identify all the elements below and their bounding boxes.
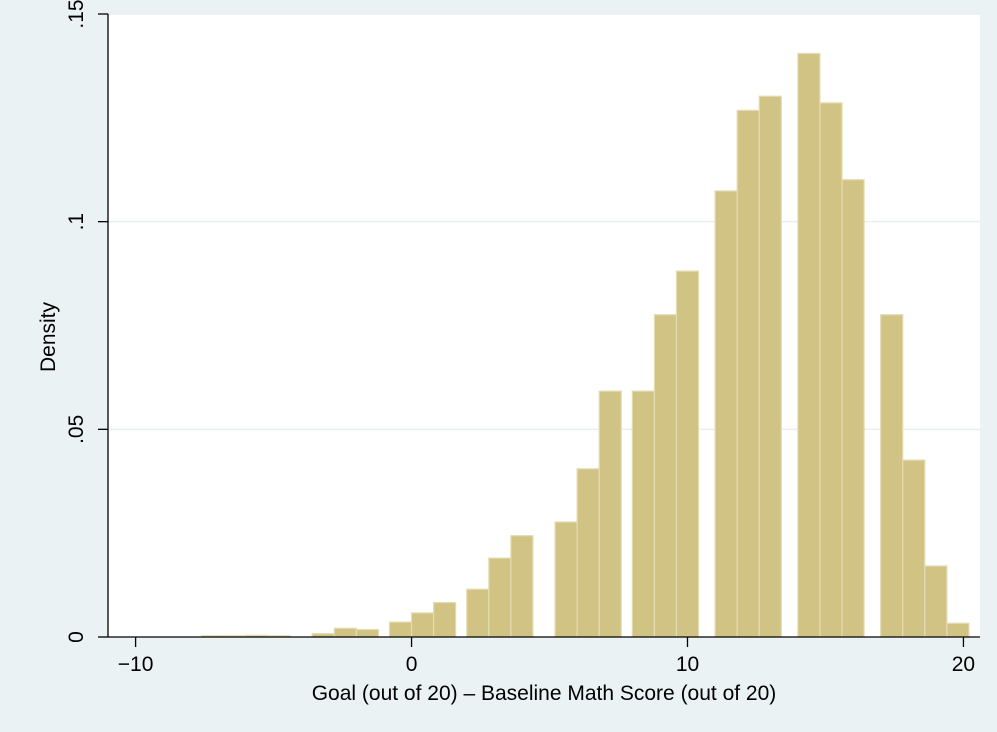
histogram-bar — [902, 459, 926, 638]
histogram-bar — [433, 601, 457, 638]
histogram-bar — [598, 390, 622, 638]
histogram-bar — [631, 390, 655, 638]
histogram-bar — [841, 179, 865, 638]
histogram-bar — [355, 628, 380, 638]
y-tick-label: .15 — [65, 0, 88, 29]
histogram-bar — [410, 612, 435, 638]
histogram-bar — [466, 588, 490, 638]
histogram-bar — [758, 95, 782, 638]
x-tick-label: 10 — [676, 653, 699, 676]
histogram-bar — [819, 102, 843, 638]
x-tick-label: 0 — [406, 653, 418, 676]
y-tick-label: .05 — [65, 415, 88, 444]
histogram-bar — [880, 314, 904, 638]
y-tick-label: 0 — [65, 631, 88, 643]
x-tick-label: 20 — [952, 653, 975, 676]
histogram-bar — [797, 52, 821, 638]
histogram-bar — [714, 190, 738, 638]
histogram-bar — [946, 622, 970, 638]
y-axis-ticks: 0 .05 .1 .15 — [65, 0, 108, 643]
histogram-bar — [388, 621, 413, 638]
histogram-bar — [736, 109, 760, 638]
histogram-bar — [510, 535, 534, 638]
x-tick-label: −10 — [118, 653, 154, 676]
histogram-bar — [675, 270, 700, 638]
x-axis-ticks: −10 0 10 20 — [118, 637, 975, 676]
histogram-bar — [924, 565, 948, 638]
x-axis-title: Goal (out of 20) – Baseline Math Score (… — [312, 682, 777, 705]
histogram-bar — [554, 521, 578, 638]
histogram-bar — [488, 557, 512, 638]
histogram-bar — [653, 314, 678, 638]
histogram-bar — [576, 468, 600, 638]
y-axis-title: Density — [37, 301, 60, 372]
histogram-bar — [333, 627, 357, 638]
axes — [107, 14, 980, 638]
y-tick-label: .1 — [65, 213, 88, 231]
